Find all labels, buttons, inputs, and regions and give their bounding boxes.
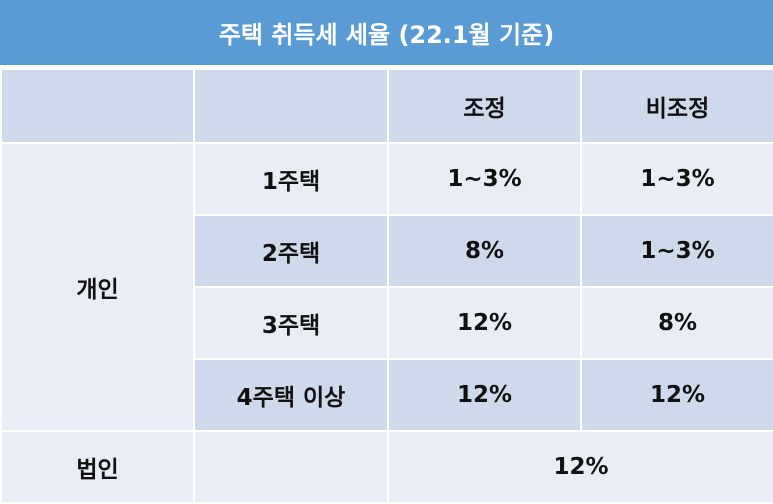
row-label: 1주택: [193, 142, 389, 216]
cell: 12%: [387, 286, 582, 360]
row: 법인 12%: [0, 430, 773, 504]
header-cell: 비조정: [580, 68, 773, 144]
group-label: 법인: [0, 430, 195, 504]
cell: 8%: [580, 286, 773, 360]
cell: 1~3%: [580, 214, 773, 288]
row: 4주택 이상 12% 12%: [1, 358, 773, 432]
group-label: 개인: [0, 142, 195, 432]
header-cell: [0, 68, 195, 144]
header-cell: [193, 68, 389, 144]
row-label: 4주택 이상: [193, 358, 389, 432]
row-label: 3주택: [193, 286, 389, 360]
header-row: 조정 비조정: [0, 68, 773, 144]
row-label: 2주택: [193, 214, 389, 288]
table-title: 주택 취득세 세율 (22.1월 기준): [0, 0, 773, 68]
cell: 1~3%: [387, 142, 582, 216]
cell: 12%: [387, 358, 582, 432]
row: 개인 1주택 1~3% 1~3%: [0, 142, 773, 432]
header-cell: 조정: [387, 68, 582, 144]
row: 3주택 12% 8%: [1, 286, 773, 360]
cell: 12%: [580, 358, 773, 432]
cell: 8%: [387, 214, 582, 288]
cell: 12%: [387, 430, 773, 504]
tax-table: 조정 비조정 개인 1주택 1~3% 1~3% 2주택 8% 1~3% 3주택 …: [0, 68, 773, 504]
cell: 1~3%: [580, 142, 773, 216]
cell: [193, 430, 389, 504]
row: 2주택 8% 1~3%: [1, 214, 773, 288]
